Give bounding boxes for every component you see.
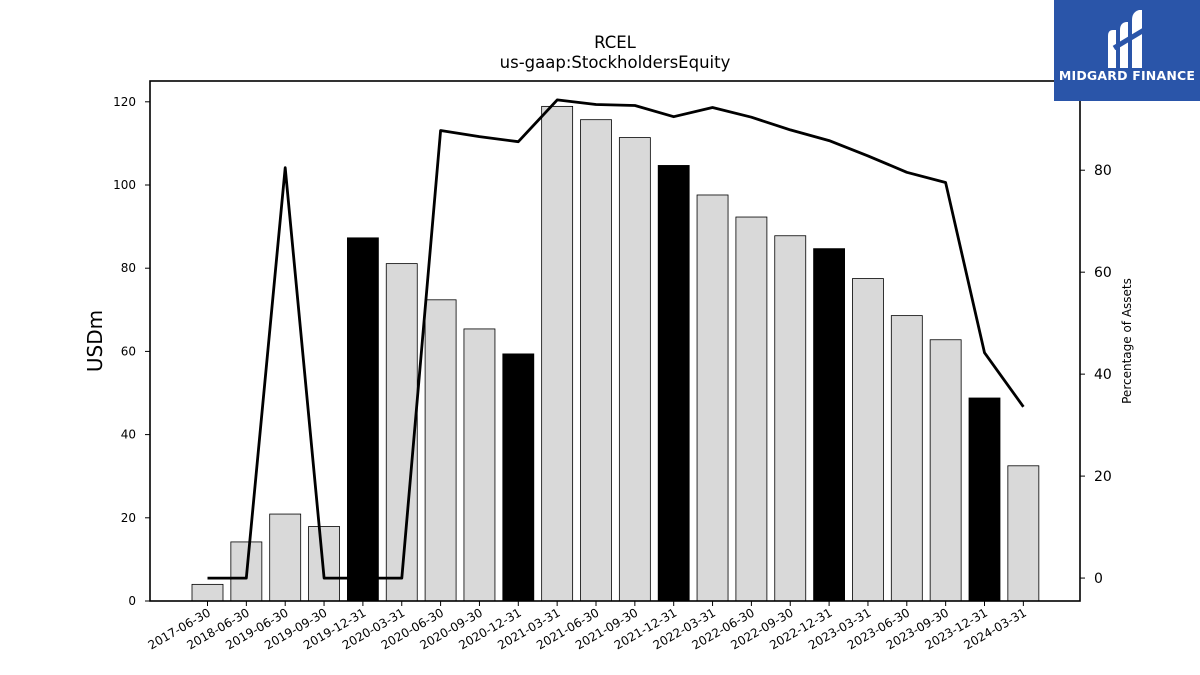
- bar-2024-03-31: [1007, 465, 1040, 602]
- midgard-logo-icon: [1108, 10, 1146, 68]
- y2-tick-label: 80: [1094, 163, 1112, 179]
- bar-2023-12-31: [968, 397, 1001, 602]
- percentage-line: [207, 98, 1025, 580]
- y-tick-label: 20: [121, 511, 136, 525]
- logo-text: MIDGARD FINANCE: [1058, 68, 1196, 83]
- bar-2020-06-30: [424, 299, 457, 602]
- chart-title: RCEL: [594, 33, 637, 52]
- y-tick-label: 60: [121, 344, 136, 358]
- brand-logo: MIDGARD FINANCE: [1054, 0, 1200, 101]
- bar-2022-09-30: [774, 235, 807, 602]
- bars-group: [191, 105, 1040, 602]
- y-tick-label: 100: [113, 178, 136, 192]
- bar-2021-06-30: [580, 119, 612, 602]
- y-axis-label: USDm: [83, 310, 107, 372]
- y2-tick-label: 0: [1094, 571, 1103, 587]
- bar-2022-12-31: [813, 248, 845, 602]
- bar-2019-06-30: [269, 513, 302, 602]
- y-tick-label: 40: [121, 428, 136, 442]
- bar-2022-03-31: [696, 194, 729, 602]
- y-tick-label: 120: [113, 95, 136, 109]
- bar-2021-09-30: [618, 137, 651, 602]
- bar-2017-06-30: [191, 583, 224, 602]
- bar-2022-06-30: [735, 216, 768, 602]
- y2-tick-label: 40: [1094, 367, 1112, 383]
- bar-2023-03-31: [852, 278, 884, 602]
- axes-group: 0204060801001200204060802017-06-302018-0…: [113, 95, 1112, 653]
- line-layer: [207, 98, 1025, 580]
- chart-subtitle: us-gaap:StockholdersEquity: [500, 53, 731, 72]
- y-tick-label: 0: [128, 594, 136, 608]
- bar-2020-03-31: [385, 263, 418, 602]
- y2-tick-label: 60: [1094, 265, 1112, 281]
- plot-frame: [149, 80, 1081, 602]
- y2-tick-label: 20: [1094, 469, 1112, 485]
- bar-2023-06-30: [890, 315, 923, 602]
- bar-2019-12-31: [346, 237, 379, 602]
- bar-2021-03-31: [541, 105, 574, 602]
- y2-axis-label: Percentage of Assets: [1120, 278, 1134, 404]
- bar-2020-09-30: [463, 328, 496, 602]
- bar-2021-12-31: [657, 165, 690, 602]
- y-tick-label: 80: [121, 261, 136, 275]
- bar-2023-09-30: [929, 339, 962, 602]
- bar-2020-12-31: [502, 353, 535, 602]
